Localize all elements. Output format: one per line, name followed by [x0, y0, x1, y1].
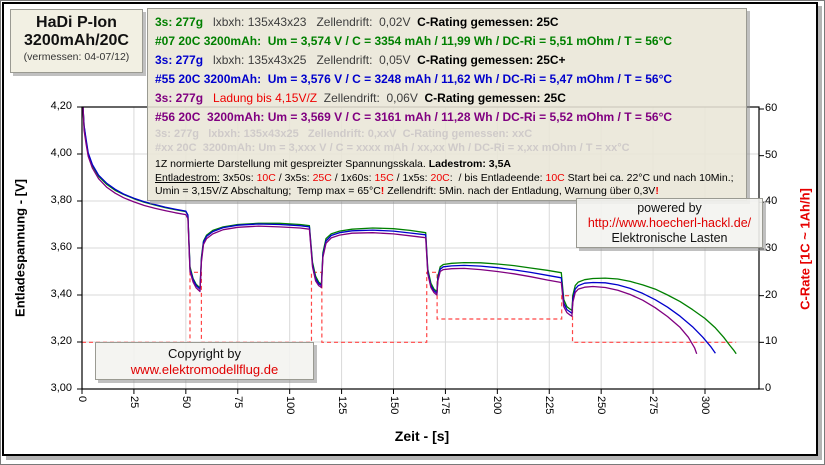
annotation-line: Entladestrom: 3x50s: 10C / 3x5s: 25C / 1…: [155, 172, 746, 186]
legend-row: 3s: 277g lxbxh: 135x43x25 Zellendrift: 0…: [155, 51, 746, 70]
text-segment: !: [380, 185, 385, 197]
y-tick-label-left: 3,60: [50, 241, 72, 253]
y-tick-label-left: 3,20: [50, 335, 72, 347]
text-segment: Umin = 3,15V/Z Abschaltung; Temp max = 6…: [155, 185, 381, 197]
x-tick-label: 250: [595, 396, 608, 415]
copyright-label: Copyright by: [168, 346, 241, 361]
text-segment: Start bei ca. 22°C und nach 10Min.;: [564, 171, 734, 184]
text-segment: 3s: 277g lxbxh: 135x43x25 Zellendrift: 0…: [155, 128, 533, 140]
text-segment: #55 20C 3200mAh:: [155, 72, 262, 86]
powered-by-url-link[interactable]: http://www.hoecherl-hackl.de/: [587, 216, 752, 230]
text-segment: Zellendrift: 5Min. nach der Entladung, W…: [384, 185, 656, 197]
text-segment: Zellendrift: 0,02V: [306, 15, 411, 29]
text-segment: Ladung bis 4,15V/Z: [213, 91, 318, 105]
curve-series-3: [82, 106, 698, 355]
x-tick-label: 100: [283, 396, 296, 415]
text-segment: lxbxh: 135x43x23: [203, 15, 307, 29]
text-segment: 3s: 277g: [155, 15, 204, 29]
text-segment: C-Rating gemessen: 25C: [410, 15, 559, 29]
y-tick-label-right: 60: [765, 102, 778, 114]
x-tick-label: 50: [179, 396, 192, 409]
text-segment: lxbxh: 135x43x25: [203, 53, 307, 67]
legend-ghost-row: #xx 20C 3200mAh: Um = 3,xxx V / C = xxxx…: [155, 141, 746, 155]
battery-name: HaDi P-Ion: [36, 14, 117, 31]
text-segment: #07 20C 3200mAh:: [155, 34, 262, 48]
text-segment: #xx 20C 3200mAh: Um = 3,xxx V / C = xxxx…: [155, 142, 630, 154]
x-tick-label: 75: [231, 396, 244, 409]
measured-date: (vermessen: 04-07/12): [23, 51, 130, 63]
text-segment: 10C: [256, 171, 276, 184]
text-segment: #56 20C 3200mAh:: [155, 110, 265, 124]
x-tick-label: 225: [543, 396, 556, 415]
legend-box: 3s: 277g lxbxh: 135x43x23 Zellendrift: 0…: [147, 8, 747, 201]
powered-by-label: powered by: [637, 201, 702, 215]
x-tick-label: 175: [439, 396, 452, 415]
powered-by-box: powered by http://www.hoecherl-hackl.de/…: [576, 198, 763, 248]
y-tick-label-right: 20: [765, 288, 778, 301]
x-tick-label: 275: [647, 396, 660, 415]
text-segment: 25C: [312, 171, 332, 184]
text-segment: 3s: 277g: [155, 91, 204, 105]
right-axis-title: C-Rate [1C ~ 1Ah/h]: [797, 188, 813, 310]
annotation-line: Umin = 3,15V/Z Abschaltung; Temp max = 6…: [155, 185, 746, 199]
text-segment: Um = 3,569 V / C = 3161 mAh / 11,28 Wh /…: [264, 110, 673, 124]
legend-row: #56 20C 3200mAh: Um = 3,569 V / C = 3161…: [155, 108, 746, 127]
annotation-line: 1Z normierte Darstellung mit gespreizter…: [155, 158, 746, 172]
text-segment: Zellendrift: 0,05V: [306, 53, 411, 67]
x-tick-label: 150: [387, 396, 400, 415]
battery-spec: 3200mAh/20C: [24, 32, 129, 49]
y-tick-label-left: 4,20: [50, 100, 72, 112]
text-segment: 15C: [374, 171, 394, 184]
text-segment: Entladestrom:: [155, 171, 220, 184]
chart-panel: 3,00 3,20 3,40 3,60 3,80 4,00 4,20 0 10 20 30 40 50 6…: [2, 2, 818, 456]
legend-row: 3s: 277g lxbxh: 135x43x23 Zellendrift: 0…: [155, 13, 746, 32]
text-segment: / 1x5s:: [393, 171, 431, 184]
x-axis-title: Zeit - [s]: [394, 428, 450, 444]
x-tick-label: 300: [699, 396, 711, 415]
x-tick-label: 0: [76, 396, 88, 403]
text-segment: 3x50s:: [219, 171, 257, 184]
powered-by-company: Elektronische Lasten: [611, 231, 728, 245]
text-segment: [203, 91, 213, 105]
text-segment: Ladestrom: 3,5A: [428, 158, 511, 170]
y-tick-label-left: 4,00: [50, 147, 72, 159]
text-segment: C-Rating gemessen: 25C: [417, 91, 566, 105]
text-segment: Um = 3,576 V / C = 3248 mAh / 11,62 Wh /…: [261, 72, 673, 86]
copyright-url-link[interactable]: www.elektromodellflug.de: [130, 362, 279, 377]
legend-row: #07 20C 3200mAh: Um = 3,574 V / C = 3354…: [155, 32, 746, 51]
text-segment: C-Rating gemessen: 25C+: [410, 53, 566, 67]
x-tick-label: 125: [335, 396, 348, 415]
y-tick-label-left: 3,80: [50, 194, 72, 206]
y-tick-label-right: 0: [765, 382, 772, 394]
y-tick-label-right: 30: [765, 242, 778, 254]
legend-ghost-row: 3s: 277g lxbxh: 135x43x25 Zellendrift: 0…: [155, 127, 746, 141]
title-box: HaDi P-Ion 3200mAh/20C (vermessen: 04-07…: [10, 9, 143, 73]
test-conditions-annotation: 1Z normierte Darstellung mit gespreizter…: [155, 158, 746, 199]
legend-rows: 3s: 277g lxbxh: 135x43x23 Zellendrift: 0…: [155, 13, 746, 127]
text-segment: 10C: [545, 171, 565, 184]
text-segment: 1Z normierte Darstellung mit gespreizter…: [155, 158, 429, 170]
x-tick-label: 200: [491, 396, 504, 415]
legend-row: #55 20C 3200mAh: Um = 3,576 V / C = 3248…: [155, 70, 746, 89]
copyright-box: Copyright by www.elektromodellflug.de: [95, 342, 314, 380]
y-tick-label-left: 3,00: [50, 382, 72, 394]
text-segment: 3s: 277g: [155, 53, 204, 67]
text-segment: : / bis Entladeende:: [449, 171, 546, 184]
text-segment: Zellendrift: 0,06V: [317, 91, 418, 105]
y-tick-label-right: 10: [765, 335, 778, 348]
y-tick-label-right: 50: [765, 148, 778, 161]
x-tick-label: 25: [127, 396, 140, 409]
legend-row: 3s: 277g Ladung bis 4,15V/Z Zellendrift:…: [155, 89, 746, 108]
legend-ghost-rows: 3s: 277g lxbxh: 135x43x25 Zellendrift: 0…: [155, 127, 746, 155]
text-segment: / 3x5s:: [275, 171, 313, 184]
text-segment: !: [655, 185, 659, 197]
y-tick-label-left: 3,40: [50, 288, 72, 300]
left-axis-title: Entladespannung - [V]: [12, 179, 28, 317]
text-segment: / 1x60s:: [331, 171, 375, 184]
text-segment: Um = 3,574 V / C = 3354 mAh / 11,99 Wh /…: [261, 34, 673, 48]
y-tick-label-right: 40: [765, 195, 778, 208]
text-segment: 20C: [430, 171, 450, 184]
curve-series-2: [82, 106, 716, 354]
